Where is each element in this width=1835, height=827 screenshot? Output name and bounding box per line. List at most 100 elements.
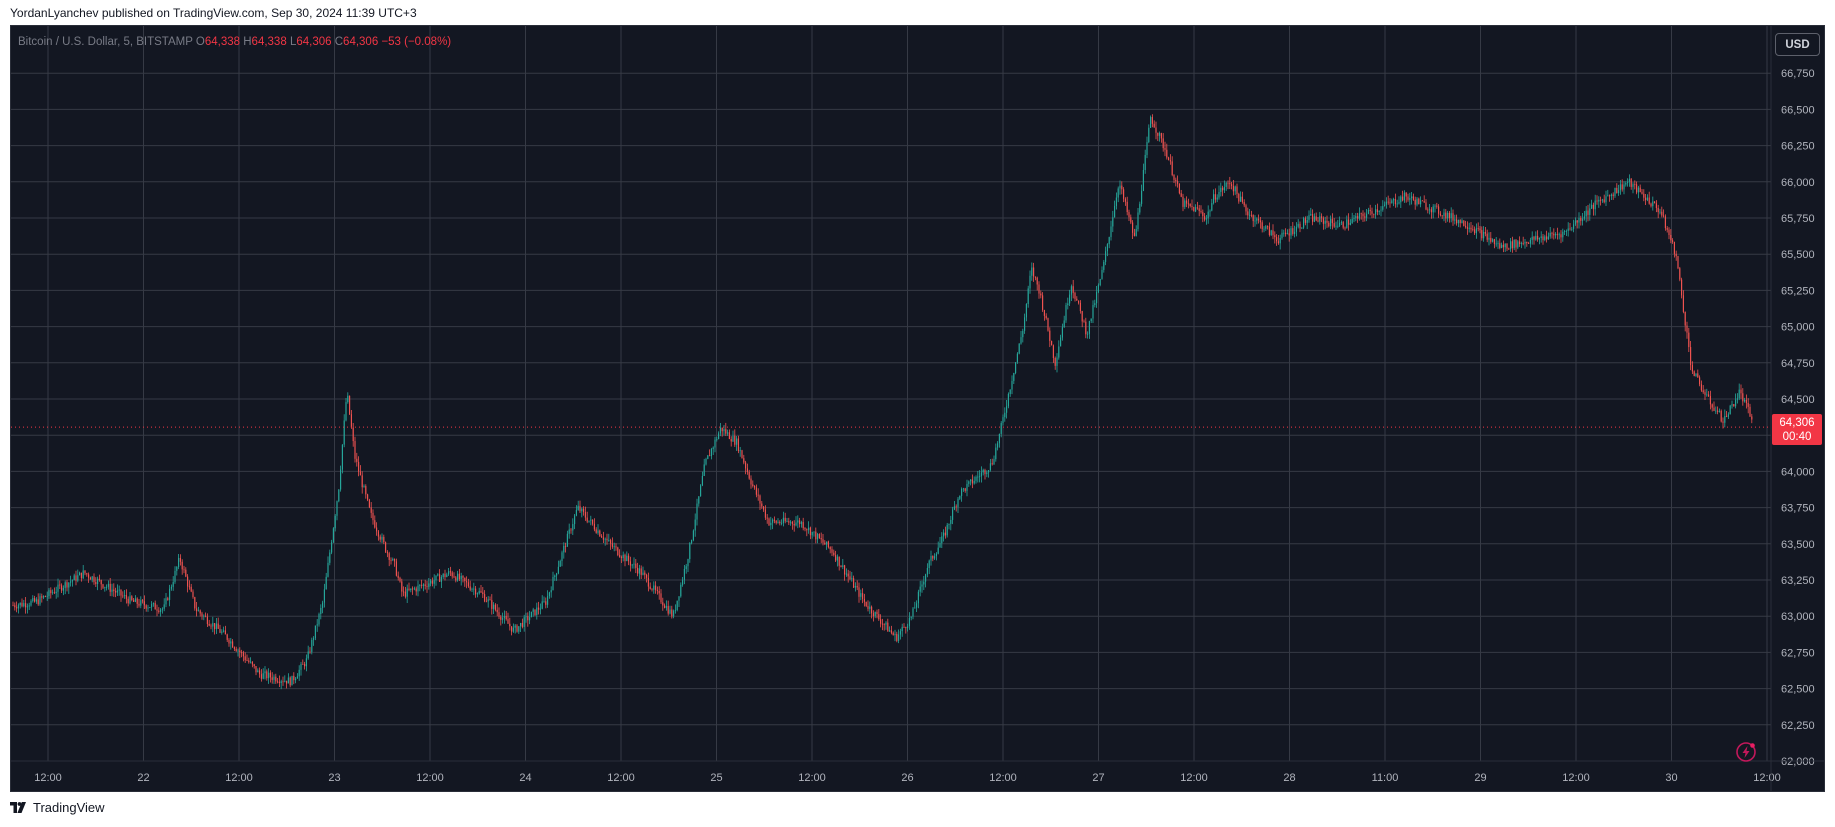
candle-body [687, 559, 689, 567]
candle-body [161, 608, 163, 610]
candle-body [705, 458, 707, 465]
candle-body [107, 583, 109, 587]
candle-body [633, 563, 635, 565]
candle-body [1070, 286, 1072, 295]
candle-body [653, 585, 655, 590]
candle-body [1596, 200, 1598, 202]
candle-body [1351, 218, 1353, 223]
candle-body [1459, 219, 1461, 224]
candle-body [1697, 373, 1699, 378]
candle-body [709, 455, 711, 457]
candle-body [106, 586, 108, 588]
candle-body [345, 402, 347, 421]
candle-body [1286, 233, 1288, 235]
candle-body [1740, 389, 1742, 394]
candle-body [1049, 330, 1051, 341]
x-tick-label: 12:00 [607, 772, 635, 784]
lightning-icon[interactable] [1735, 741, 1757, 763]
candle-body [1189, 203, 1191, 206]
candle-body [716, 439, 718, 440]
candle-body [367, 494, 369, 500]
candle-body [277, 681, 279, 683]
candle-body [1576, 220, 1578, 223]
candle-body [1436, 205, 1438, 207]
candle-body [286, 680, 288, 684]
candle-body [498, 612, 500, 617]
candle-body [97, 578, 99, 585]
candle-body [412, 588, 414, 590]
candle-body [1400, 196, 1402, 203]
candle-body [467, 582, 469, 587]
candle-body [381, 536, 383, 540]
candle-body [194, 597, 196, 609]
candle-body [984, 469, 986, 475]
candle-body [304, 664, 306, 667]
candle-body [953, 506, 955, 510]
candle-body [646, 574, 648, 578]
candle-body [325, 576, 327, 590]
candle-body [880, 619, 882, 624]
tradingview-brand[interactable]: TradingView [10, 800, 105, 815]
candle-body [1470, 227, 1472, 230]
candle-body [439, 574, 441, 582]
candle-body [178, 557, 180, 567]
candle-body [1232, 186, 1234, 192]
y-tick-label: 62,750 [1781, 647, 1815, 659]
candle-body [332, 528, 334, 543]
candle-body [1321, 216, 1323, 219]
candle-body [975, 476, 977, 481]
candle-body [134, 598, 136, 602]
candle-body [1254, 220, 1256, 222]
candle-body [1515, 239, 1517, 248]
candle-body [251, 661, 253, 665]
candle-body [1279, 238, 1281, 244]
candle-body [482, 592, 484, 595]
candle-body [1607, 195, 1609, 197]
candle-body [1060, 337, 1062, 347]
candle-body [1742, 393, 1744, 402]
candle-body [289, 677, 291, 686]
x-tick-label: 12:00 [989, 772, 1017, 784]
bar-countdown: 00:40 [1782, 431, 1812, 443]
candle-body [239, 650, 241, 653]
candle-body [453, 576, 455, 578]
candle-body [1749, 406, 1751, 417]
candle-body [1038, 284, 1040, 294]
currency-button[interactable]: USD [1775, 33, 1820, 56]
legend-symbol: Bitcoin / U.S. Dollar, 5, BITSTAMP [18, 36, 193, 48]
candle-body [1155, 127, 1157, 133]
candle-body [530, 611, 532, 618]
candle-body [88, 574, 90, 578]
candle-body [172, 582, 174, 587]
candle-body [721, 427, 723, 432]
candle-body [988, 470, 990, 473]
candle-body [1191, 205, 1193, 207]
candle-body [878, 614, 880, 620]
candle-body [37, 599, 39, 605]
candle-body [1490, 237, 1492, 242]
x-tick-label: 28 [1283, 772, 1295, 784]
candle-body [583, 508, 585, 513]
candle-body [1058, 346, 1060, 358]
candle-body [1497, 243, 1499, 245]
candle-body [1661, 211, 1663, 216]
candle-body [167, 598, 169, 600]
price-chart[interactable]: 62,000 62,250 62,500 62,750 63,000 63,250 63,5… [11, 26, 1825, 792]
candle-body [615, 546, 617, 548]
candle-body [514, 625, 516, 628]
candle-body [349, 395, 351, 415]
candle-body [377, 531, 379, 537]
candle-body [23, 603, 25, 607]
candle-body [982, 469, 984, 473]
candle-body [854, 586, 856, 588]
candle-body [991, 463, 993, 465]
tradingview-wordmark: TradingView [33, 800, 105, 815]
candle-body [1571, 228, 1573, 230]
candle-body [1591, 204, 1593, 209]
candle-body [910, 616, 912, 618]
chart-area[interactable]: 62,000 62,250 62,500 62,750 63,000 63,250 63,5… [10, 25, 1825, 792]
candle-body [1108, 237, 1110, 245]
candle-body [368, 499, 370, 508]
x-tick-label: 23 [328, 772, 340, 784]
candle-body [1304, 218, 1306, 223]
